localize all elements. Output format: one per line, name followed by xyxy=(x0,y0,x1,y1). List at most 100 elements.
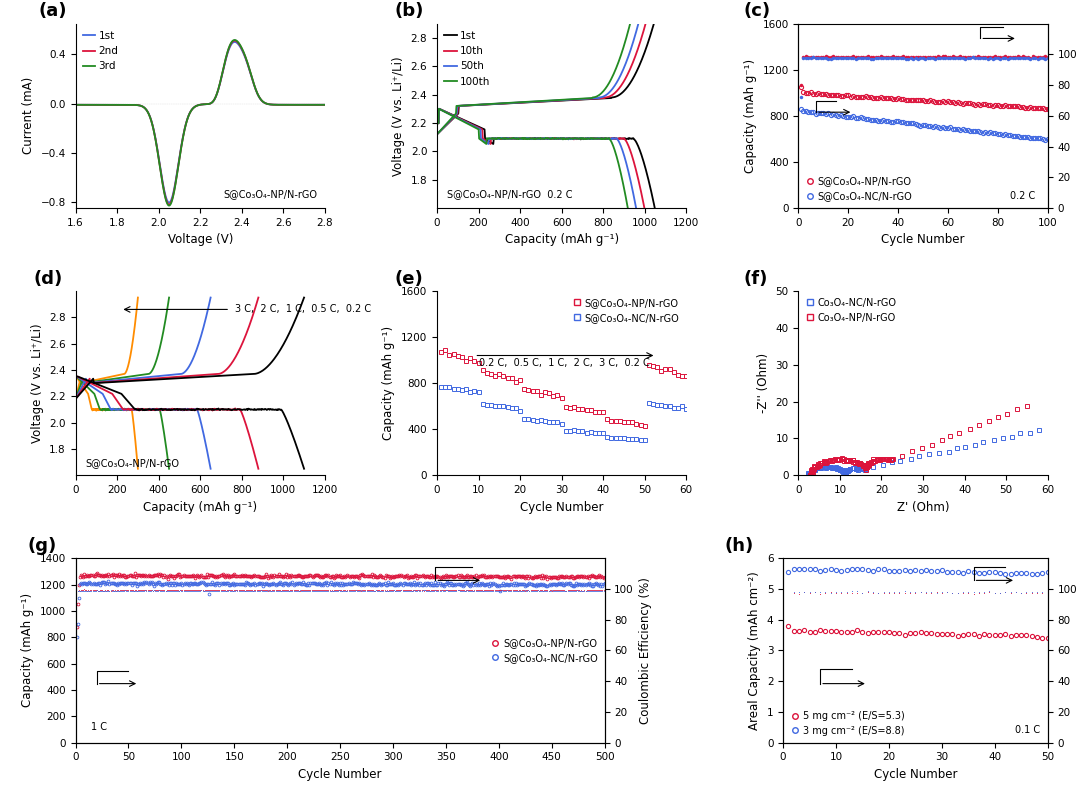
Y-axis label: Current (mA): Current (mA) xyxy=(22,77,35,155)
3rd xyxy=(113,100,126,110)
Text: 3 C,  2 C,  1 C,  0.5 C,  0.2 C: 3 C, 2 C, 1 C, 0.5 C, 0.2 C xyxy=(235,304,372,314)
50th xyxy=(575,134,588,143)
Text: S@Co₃O₄-NP/N-rGO  0.2 C: S@Co₃O₄-NP/N-rGO 0.2 C xyxy=(447,189,572,199)
50th xyxy=(496,134,509,143)
50th xyxy=(431,115,444,125)
50th xyxy=(510,134,523,143)
1st xyxy=(589,134,602,143)
3rd xyxy=(237,46,249,55)
100th xyxy=(570,134,583,143)
1st xyxy=(319,100,332,110)
100th xyxy=(454,115,467,125)
50th xyxy=(432,104,445,114)
1st xyxy=(228,37,241,47)
50th xyxy=(455,115,468,125)
Line: 1st: 1st xyxy=(76,42,325,202)
1st xyxy=(568,134,581,143)
Text: S@Co₃O₄-NP/N-rGO: S@Co₃O₄-NP/N-rGO xyxy=(85,458,179,468)
100th xyxy=(431,115,444,125)
1st xyxy=(163,198,176,207)
1st xyxy=(69,100,82,110)
3rd xyxy=(258,98,271,107)
1st xyxy=(237,47,249,57)
Text: (h): (h) xyxy=(725,537,754,555)
1st xyxy=(133,100,146,110)
Text: (f): (f) xyxy=(743,269,768,288)
50th xyxy=(576,134,589,143)
1st xyxy=(457,115,470,125)
Text: S@Co₃O₄-NP/N-rGO: S@Co₃O₄-NP/N-rGO xyxy=(224,189,318,199)
10th xyxy=(456,115,469,125)
Legend: S@Co₃O₄-NP/N-rGO, S@Co₃O₄-NC/N-rGO: S@Co₃O₄-NP/N-rGO, S@Co₃O₄-NC/N-rGO xyxy=(570,295,681,325)
Y-axis label: Voltage (V vs. Li⁺/Li): Voltage (V vs. Li⁺/Li) xyxy=(392,56,405,175)
100th xyxy=(569,134,582,143)
Line: 10th: 10th xyxy=(437,109,645,209)
Text: 0.2 C,  0.5 C,  1 C,  2 C,  3 C,  0.2 C: 0.2 C, 0.5 C, 1 C, 2 C, 3 C, 0.2 C xyxy=(480,359,650,368)
Line: 1st: 1st xyxy=(437,109,656,209)
3rd xyxy=(228,36,241,45)
1st xyxy=(183,111,195,120)
1st xyxy=(431,115,444,125)
10th xyxy=(582,134,595,143)
2nd xyxy=(163,200,176,209)
Y-axis label: Areal Capacity (mAh cm⁻²): Areal Capacity (mAh cm⁻²) xyxy=(748,571,761,730)
2nd xyxy=(258,98,271,107)
Line: 100th: 100th xyxy=(437,109,629,209)
3rd xyxy=(69,100,82,110)
10th xyxy=(562,134,575,143)
2nd xyxy=(237,46,249,55)
100th xyxy=(507,134,519,143)
3rd xyxy=(133,101,146,111)
3rd xyxy=(163,201,176,210)
Text: 1 C: 1 C xyxy=(92,721,108,732)
3rd xyxy=(319,100,332,110)
1st xyxy=(433,104,446,114)
10th xyxy=(638,205,651,214)
3rd xyxy=(183,111,195,120)
1st xyxy=(649,205,662,214)
10th xyxy=(499,134,512,143)
2nd xyxy=(319,100,332,110)
Text: 0.1 C: 0.1 C xyxy=(1014,725,1040,735)
Legend: 5 mg cm⁻² (E/S=5.3), 3 mg cm⁻² (E/S=8.8): 5 mg cm⁻² (E/S=5.3), 3 mg cm⁻² (E/S=8.8) xyxy=(788,709,906,738)
Y-axis label: Capacity (mAh g⁻¹): Capacity (mAh g⁻¹) xyxy=(744,58,757,173)
Legend: 1st, 2nd, 3rd: 1st, 2nd, 3rd xyxy=(81,29,121,73)
100th xyxy=(432,104,445,114)
Text: (d): (d) xyxy=(33,269,63,288)
X-axis label: Capacity (mAh g⁻¹): Capacity (mAh g⁻¹) xyxy=(144,501,257,514)
Text: (g): (g) xyxy=(28,537,57,555)
1st xyxy=(590,134,603,143)
10th xyxy=(433,104,446,114)
Y-axis label: Coulombic Efficiency (%): Coulombic Efficiency (%) xyxy=(639,577,652,724)
Text: 0.2 C: 0.2 C xyxy=(1010,190,1035,201)
2nd xyxy=(216,66,229,76)
Line: 3rd: 3rd xyxy=(76,40,325,205)
100th xyxy=(551,134,564,143)
X-axis label: Z' (Ohm): Z' (Ohm) xyxy=(896,501,949,514)
10th xyxy=(431,115,444,125)
3rd xyxy=(216,66,229,75)
Text: (e): (e) xyxy=(394,269,423,288)
X-axis label: Cycle Number: Cycle Number xyxy=(874,768,957,781)
Line: 50th: 50th xyxy=(437,109,636,209)
Text: (b): (b) xyxy=(394,2,424,21)
1st xyxy=(517,134,530,143)
Legend: Co₃O₄-NC/N-rGO, Co₃O₄-NP/N-rGO: Co₃O₄-NC/N-rGO, Co₃O₄-NP/N-rGO xyxy=(804,295,899,325)
Line: 2nd: 2nd xyxy=(76,40,325,205)
100th xyxy=(622,205,635,214)
1st xyxy=(113,100,126,110)
50th xyxy=(556,134,569,143)
Legend: 1st, 10th, 50th, 100th: 1st, 10th, 50th, 100th xyxy=(442,29,492,88)
2nd xyxy=(183,111,195,120)
2nd xyxy=(228,36,241,45)
Legend: S@Co₃O₄-NP/N-rGO, S@Co₃O₄-NC/N-rGO: S@Co₃O₄-NP/N-rGO, S@Co₃O₄-NC/N-rGO xyxy=(804,175,915,203)
1st xyxy=(216,67,229,77)
100th xyxy=(494,134,507,143)
Y-axis label: Voltage (V vs. Li⁺/Li): Voltage (V vs. Li⁺/Li) xyxy=(30,323,43,443)
Y-axis label: -Z'' (Ohm): -Z'' (Ohm) xyxy=(757,353,770,413)
Y-axis label: Capacity (mAh g⁻¹): Capacity (mAh g⁻¹) xyxy=(22,593,35,708)
1st xyxy=(502,134,515,143)
X-axis label: Cycle Number: Cycle Number xyxy=(519,501,604,514)
10th xyxy=(513,134,526,143)
X-axis label: Cycle Number: Cycle Number xyxy=(881,233,964,246)
